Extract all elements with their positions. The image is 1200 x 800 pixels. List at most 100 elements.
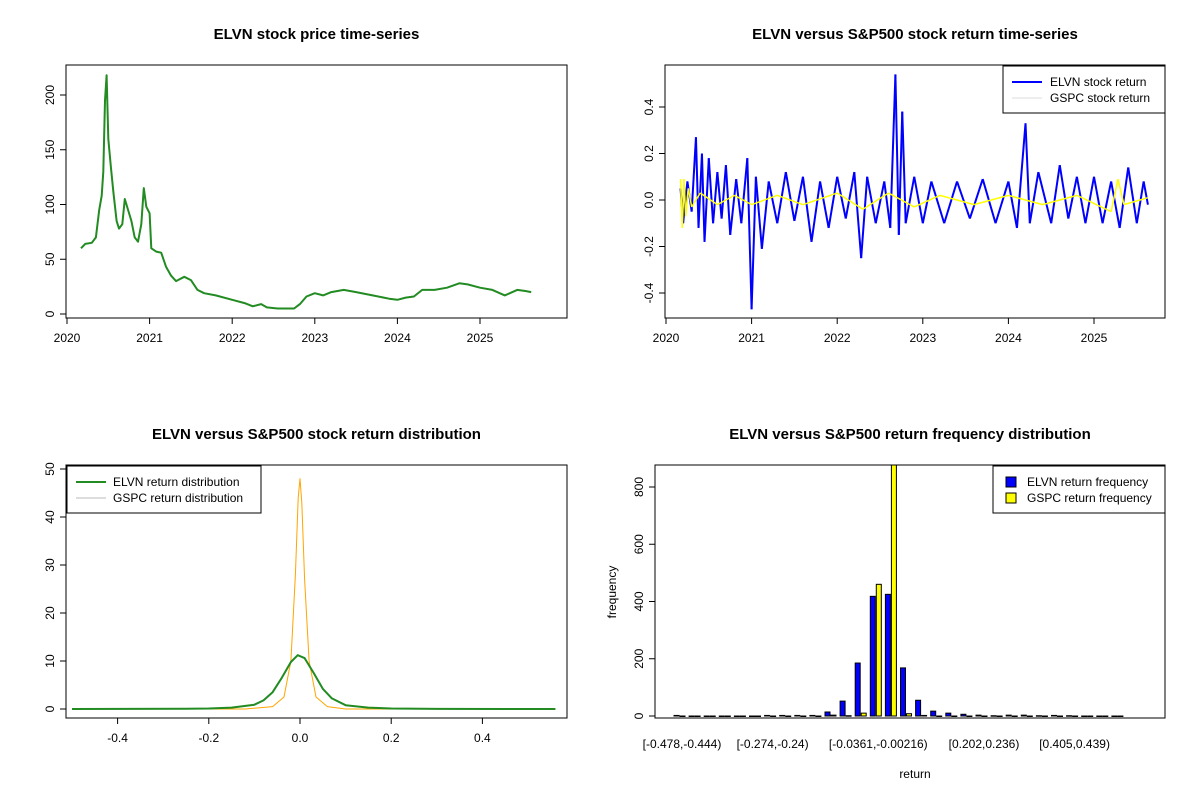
x-tick-label: 2023 — [909, 331, 936, 345]
elvn-return-line — [844, 171, 856, 219]
elvn-bar — [673, 714, 680, 717]
x-tick-label: 2020 — [653, 331, 680, 345]
y-tick-label: 150 — [43, 139, 57, 159]
price-panel: ELVN stock price time-series 0 50 100 150 200… — [43, 26, 568, 345]
gspc-bar — [800, 715, 807, 717]
gspc-bar — [966, 715, 973, 717]
x-tick-label: 2022 — [824, 331, 851, 345]
legend-label: ELVN return frequency — [1027, 475, 1148, 489]
legend-label: ELVN stock return — [1050, 75, 1146, 89]
gspc-bar — [936, 715, 943, 717]
elvn-return-line — [827, 176, 839, 229]
elvn-return-line — [819, 181, 830, 229]
gspc-return-line — [777, 194, 804, 206]
gspc-bar — [1041, 715, 1048, 717]
gspc-bar — [996, 715, 1003, 717]
elvn-return-line — [1093, 176, 1104, 224]
elvn-return-line — [1101, 181, 1113, 224]
gspc-bar — [785, 715, 792, 717]
gspc-return-line — [751, 194, 778, 206]
gspc-bar — [1102, 715, 1109, 717]
gspc-bar — [739, 715, 746, 717]
y-tick-label: 10 — [43, 654, 57, 668]
legend-box — [66, 465, 262, 514]
y-tick-label: 100 — [43, 194, 57, 214]
gspc-return-line — [1076, 194, 1112, 213]
histogram-panel: ELVN versus S&P500 return frequency dist… — [605, 426, 1166, 781]
x-tick-label: 2023 — [301, 331, 328, 345]
elvn-return-line — [956, 181, 971, 219]
y-tick-label: 200 — [632, 648, 646, 668]
gspc-bar — [1026, 715, 1033, 717]
chart-title: ELVN stock price time-series — [214, 26, 420, 43]
elvn-bar — [764, 714, 771, 717]
elvn-return-line — [930, 181, 946, 224]
elvn-return-line — [746, 158, 753, 310]
elvn-return-line — [729, 178, 738, 235]
elvn-return-line — [836, 176, 847, 219]
gspc-return-line — [802, 192, 838, 206]
y-tick-label: 0 — [43, 705, 57, 712]
elvn-return-line — [754, 176, 763, 249]
x-tick-label: -0.4 — [107, 731, 128, 745]
y-tick-label: 800 — [632, 477, 646, 497]
elvn-bar — [990, 715, 997, 717]
gspc-bar — [724, 715, 731, 717]
y-tick-label: -0.4 — [642, 282, 656, 303]
elvn-return-line — [1127, 167, 1138, 224]
elvn-return-line — [1135, 181, 1145, 224]
elvn-density-line — [71, 654, 556, 710]
gspc-bar — [815, 715, 822, 717]
elvn-return-line — [735, 178, 743, 224]
elvn-bar — [809, 714, 816, 717]
gspc-bar — [1087, 715, 1094, 717]
elvn-return-line — [784, 171, 796, 222]
x-tick-label: [-0.274,-0.24) — [737, 737, 809, 751]
y-tick-label: 0.4 — [642, 98, 656, 115]
gspc-return-line — [1117, 178, 1125, 205]
return-panel: ELVN versus S&P500 stock return time-ser… — [642, 26, 1166, 345]
elvn-return-line — [1028, 171, 1040, 224]
legend-label: GSPC stock return — [1050, 91, 1150, 105]
elvn-bar — [839, 700, 846, 717]
elvn-return-line — [897, 111, 904, 235]
elvn-return-line — [1118, 167, 1130, 229]
elvn-return-line — [712, 172, 719, 224]
elvn-return-line — [860, 176, 869, 259]
gspc-bar — [755, 715, 761, 717]
elvn-return-line — [1037, 171, 1053, 224]
elvn-return-line — [889, 74, 897, 228]
elvn-bar — [945, 712, 952, 717]
legend-box — [992, 465, 1166, 514]
elvn-bar — [1020, 714, 1027, 717]
elvn-return-line — [801, 176, 813, 242]
elvn-return-line — [750, 176, 757, 310]
legend: ELVN return distribution GSPC return dist… — [66, 465, 262, 514]
x-tick-label: 2024 — [995, 331, 1022, 345]
y-axis-label: frequency — [605, 566, 619, 619]
elvn-return-line — [810, 181, 822, 242]
elvn-return-line — [994, 181, 1010, 224]
gspc-return-line — [888, 192, 915, 208]
gspc-bar — [860, 712, 867, 717]
y-tick-label: 50 — [43, 252, 57, 266]
gspc-return-line — [687, 188, 693, 208]
elvn-return-line — [720, 165, 727, 219]
elvn-bar — [1035, 715, 1042, 717]
gspc-bar — [709, 715, 716, 717]
gspc-return-line — [683, 179, 687, 217]
elvn-bar — [1081, 715, 1088, 717]
x-tick-label: [0.405,0.439) — [1039, 737, 1110, 751]
y-tick-label: 30 — [43, 558, 57, 572]
legend-label: ELVN return distribution — [113, 475, 240, 489]
gspc-bar — [906, 713, 912, 717]
gspc-return-line — [684, 188, 690, 217]
gspc-bar — [679, 715, 686, 717]
gspc-return-line — [1008, 194, 1043, 206]
legend-label: GSPC return distribution — [113, 491, 243, 505]
gspc-return-line — [1042, 194, 1078, 206]
y-tick-label: 0.0 — [642, 191, 656, 208]
elvn-bar — [688, 715, 695, 717]
legend-box — [1002, 65, 1166, 114]
elvn-return-line — [1058, 164, 1070, 219]
